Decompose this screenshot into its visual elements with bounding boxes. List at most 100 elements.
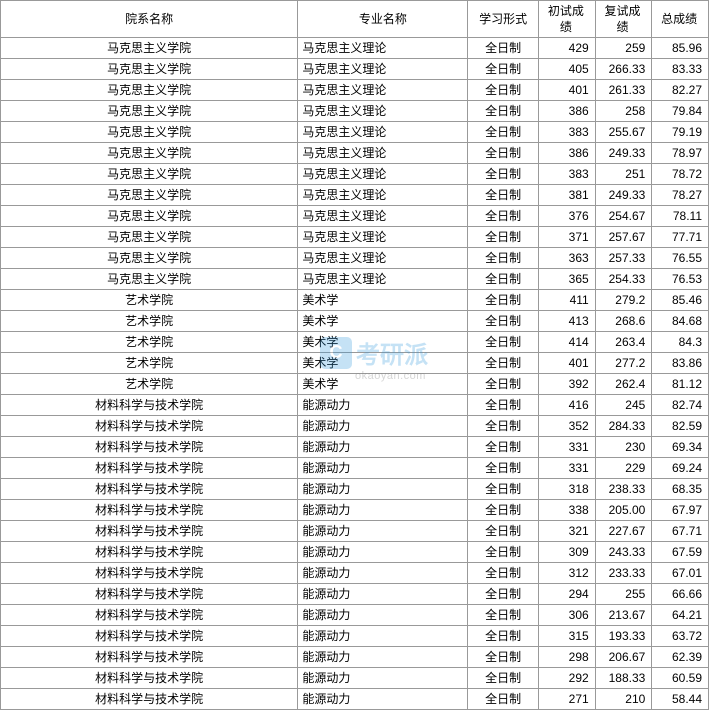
cell-study-mode: 全日制 (468, 59, 539, 80)
cell-retest-score: 254.33 (595, 269, 652, 290)
cell-total-score: 63.72 (652, 626, 709, 647)
table-row: 材料科学与技术学院能源动力全日制29425566.66 (1, 584, 709, 605)
cell-total-score: 76.55 (652, 248, 709, 269)
cell-prelim-score: 338 (539, 500, 596, 521)
cell-retest-score: 229 (595, 458, 652, 479)
table-row: 马克思主义学院马克思主义理论全日制381249.3378.27 (1, 185, 709, 206)
cell-department: 材料科学与技术学院 (1, 437, 298, 458)
cell-study-mode: 全日制 (468, 206, 539, 227)
table-row: 马克思主义学院马克思主义理论全日制383255.6779.19 (1, 122, 709, 143)
cell-study-mode: 全日制 (468, 647, 539, 668)
table-row: 材料科学与技术学院能源动力全日制321227.6767.71 (1, 521, 709, 542)
cell-retest-score: 233.33 (595, 563, 652, 584)
cell-study-mode: 全日制 (468, 668, 539, 689)
cell-major: 能源动力 (298, 689, 468, 710)
header-study-mode: 学习形式 (468, 1, 539, 38)
table-row: 材料科学与技术学院能源动力全日制338205.0067.97 (1, 500, 709, 521)
table-row: 马克思主义学院马克思主义理论全日制363257.3376.55 (1, 248, 709, 269)
cell-major: 马克思主义理论 (298, 38, 468, 59)
header-retest-score: 复试成绩 (595, 1, 652, 38)
cell-total-score: 69.34 (652, 437, 709, 458)
table-row: 材料科学与技术学院能源动力全日制33122969.24 (1, 458, 709, 479)
cell-retest-score: 255.67 (595, 122, 652, 143)
cell-department: 材料科学与技术学院 (1, 500, 298, 521)
cell-study-mode: 全日制 (468, 563, 539, 584)
cell-department: 马克思主义学院 (1, 59, 298, 80)
cell-department: 材料科学与技术学院 (1, 626, 298, 647)
cell-major: 美术学 (298, 311, 468, 332)
table-body: 马克思主义学院马克思主义理论全日制42925985.96马克思主义学院马克思主义… (1, 38, 709, 710)
cell-prelim-score: 401 (539, 353, 596, 374)
cell-total-score: 83.33 (652, 59, 709, 80)
cell-major: 美术学 (298, 353, 468, 374)
cell-total-score: 82.59 (652, 416, 709, 437)
table-row: 艺术学院美术学全日制413268.684.68 (1, 311, 709, 332)
cell-study-mode: 全日制 (468, 689, 539, 710)
cell-department: 材料科学与技术学院 (1, 668, 298, 689)
cell-prelim-score: 376 (539, 206, 596, 227)
cell-total-score: 67.97 (652, 500, 709, 521)
cell-study-mode: 全日制 (468, 521, 539, 542)
cell-prelim-score: 309 (539, 542, 596, 563)
cell-prelim-score: 413 (539, 311, 596, 332)
cell-study-mode: 全日制 (468, 143, 539, 164)
cell-retest-score: 284.33 (595, 416, 652, 437)
cell-retest-score: 258 (595, 101, 652, 122)
cell-prelim-score: 352 (539, 416, 596, 437)
cell-retest-score: 277.2 (595, 353, 652, 374)
cell-department: 艺术学院 (1, 374, 298, 395)
cell-total-score: 62.39 (652, 647, 709, 668)
cell-major: 美术学 (298, 332, 468, 353)
cell-department: 材料科学与技术学院 (1, 521, 298, 542)
cell-department: 艺术学院 (1, 332, 298, 353)
cell-retest-score: 205.00 (595, 500, 652, 521)
cell-prelim-score: 306 (539, 605, 596, 626)
cell-study-mode: 全日制 (468, 458, 539, 479)
cell-department: 马克思主义学院 (1, 164, 298, 185)
cell-total-score: 67.71 (652, 521, 709, 542)
table-row: 艺术学院美术学全日制411279.285.46 (1, 290, 709, 311)
table-row: 材料科学与技术学院能源动力全日制306213.6764.21 (1, 605, 709, 626)
cell-study-mode: 全日制 (468, 437, 539, 458)
cell-department: 马克思主义学院 (1, 143, 298, 164)
cell-major: 能源动力 (298, 479, 468, 500)
cell-total-score: 58.44 (652, 689, 709, 710)
cell-major: 能源动力 (298, 458, 468, 479)
cell-major: 马克思主义理论 (298, 59, 468, 80)
table-row: 艺术学院美术学全日制414263.484.3 (1, 332, 709, 353)
cell-total-score: 82.74 (652, 395, 709, 416)
cell-total-score: 85.96 (652, 38, 709, 59)
cell-retest-score: 262.4 (595, 374, 652, 395)
table-row: 艺术学院美术学全日制401277.283.86 (1, 353, 709, 374)
cell-major: 能源动力 (298, 542, 468, 563)
cell-prelim-score: 294 (539, 584, 596, 605)
cell-retest-score: 245 (595, 395, 652, 416)
cell-study-mode: 全日制 (468, 185, 539, 206)
cell-retest-score: 257.33 (595, 248, 652, 269)
cell-major: 马克思主义理论 (298, 227, 468, 248)
cell-major: 美术学 (298, 290, 468, 311)
cell-total-score: 84.68 (652, 311, 709, 332)
cell-prelim-score: 371 (539, 227, 596, 248)
table-row: 马克思主义学院马克思主义理论全日制38325178.72 (1, 164, 709, 185)
table-row: 马克思主义学院马克思主义理论全日制376254.6778.11 (1, 206, 709, 227)
cell-department: 艺术学院 (1, 311, 298, 332)
cell-department: 材料科学与技术学院 (1, 605, 298, 626)
cell-prelim-score: 401 (539, 80, 596, 101)
cell-major: 美术学 (298, 374, 468, 395)
cell-major: 马克思主义理论 (298, 80, 468, 101)
cell-department: 材料科学与技术学院 (1, 395, 298, 416)
cell-prelim-score: 321 (539, 521, 596, 542)
cell-prelim-score: 292 (539, 668, 596, 689)
header-department: 院系名称 (1, 1, 298, 38)
cell-total-score: 60.59 (652, 668, 709, 689)
cell-prelim-score: 365 (539, 269, 596, 290)
table-row: 马克思主义学院马克思主义理论全日制405266.3383.33 (1, 59, 709, 80)
cell-retest-score: 266.33 (595, 59, 652, 80)
cell-prelim-score: 386 (539, 101, 596, 122)
table-row: 材料科学与技术学院能源动力全日制33123069.34 (1, 437, 709, 458)
cell-department: 材料科学与技术学院 (1, 563, 298, 584)
cell-total-score: 77.71 (652, 227, 709, 248)
cell-total-score: 78.72 (652, 164, 709, 185)
cell-department: 马克思主义学院 (1, 206, 298, 227)
